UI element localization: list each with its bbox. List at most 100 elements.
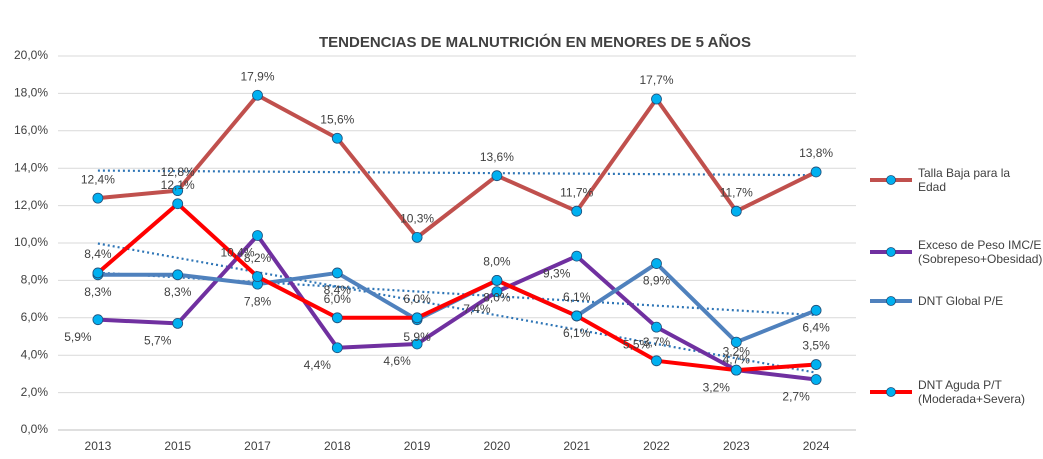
series-line (96, 201, 817, 373)
data-point (172, 269, 184, 281)
legend-label: Exceso de Peso IMC/E (Sobrepeso+Obesidad… (918, 238, 1043, 266)
series-line (97, 261, 817, 345)
data-label: 10,4% (220, 246, 254, 260)
y-tick-label: 4,0% (21, 347, 49, 361)
data-point (92, 192, 104, 204)
data-point (730, 364, 742, 376)
data-point (411, 231, 423, 243)
legend-item: Exceso de Peso IMC/E (Sobrepeso+Obesidad… (868, 238, 1043, 266)
data-point (92, 267, 104, 279)
data-label: 8,3% (84, 285, 112, 299)
y-tick-label: 18,0% (14, 86, 48, 100)
data-point (411, 312, 423, 324)
data-point (810, 359, 822, 370)
data-label: 7,8% (244, 294, 272, 308)
data-point (651, 321, 662, 333)
legend-item: DNT Aguda P/T (Moderada+Severa) (868, 378, 1040, 406)
legend-item: Talla Baja para la Edad (868, 166, 1040, 194)
data-label: 8,9% (643, 274, 671, 288)
data-point (491, 170, 503, 182)
data-label: 6,1% (563, 326, 591, 340)
legend-marker (886, 387, 896, 397)
legend-marker (886, 296, 896, 306)
data-point (730, 336, 742, 348)
data-point (92, 314, 104, 326)
legend-swatch (870, 247, 912, 257)
data-label: 5,9% (64, 330, 92, 344)
trend-line (97, 242, 817, 374)
data-label: 8,4% (324, 283, 352, 297)
data-label: 8,4% (84, 247, 112, 261)
data-point (651, 258, 662, 269)
data-label: 11,7% (560, 185, 593, 199)
y-tick-label: 16,0% (14, 123, 48, 137)
data-point (730, 205, 742, 217)
x-tick-label: 2020 (484, 439, 511, 453)
x-tick-label: 2019 (404, 439, 431, 453)
data-label: 5,9% (403, 330, 431, 344)
series-line (97, 233, 817, 382)
legend-marker (886, 175, 896, 185)
y-tick-label: 8,0% (21, 273, 49, 287)
legend-label: DNT Global P/E (918, 294, 1004, 308)
data-point (331, 267, 343, 279)
data-label: 7,4% (463, 302, 491, 316)
x-tick-label: 2015 (164, 439, 191, 453)
data-label: 12,8% (161, 165, 195, 179)
data-label: 13,8% (799, 146, 833, 160)
legend-swatch (870, 175, 912, 185)
data-point (331, 342, 343, 354)
data-label: 8,3% (164, 285, 192, 299)
data-point (810, 374, 822, 385)
data-point (172, 318, 184, 329)
data-label: 8,0% (483, 291, 511, 305)
data-label: 3,7% (643, 335, 671, 349)
data-label: 11,7% (720, 185, 753, 199)
data-label: 3,2% (723, 344, 751, 358)
data-point (252, 89, 263, 101)
x-tick-label: 2024 (803, 439, 830, 453)
x-tick-label: 2018 (324, 439, 351, 453)
data-point (571, 250, 583, 262)
data-label: 4,7% (723, 352, 751, 366)
data-label: 13,6% (480, 150, 514, 164)
data-label: 2,7% (782, 390, 810, 404)
data-point (252, 230, 263, 241)
data-label: 6,0% (324, 292, 352, 306)
data-label: 9,3% (543, 266, 571, 280)
data-point (651, 355, 662, 367)
x-tick-label: 2013 (85, 439, 112, 453)
data-label: 12,4% (81, 172, 115, 186)
data-point (331, 312, 343, 324)
data-label: 5,5% (623, 337, 651, 351)
data-label: 3,5% (802, 339, 830, 353)
y-tick-label: 2,0% (21, 385, 49, 399)
data-label: 6,1% (563, 290, 591, 304)
x-tick-label: 2023 (723, 439, 750, 453)
data-label: 12,1% (161, 178, 195, 192)
legend-label: Talla Baja para la Edad (918, 166, 1011, 194)
data-label: 8,2% (244, 251, 272, 265)
data-label: 4,6% (383, 354, 411, 368)
x-tick-label: 2017 (244, 439, 271, 453)
data-label: 17,7% (639, 73, 673, 87)
y-tick-label: 14,0% (14, 160, 48, 174)
series-line (97, 93, 817, 240)
data-point (252, 271, 263, 283)
y-tick-label: 10,0% (14, 235, 48, 249)
x-tick-label: 2022 (643, 439, 670, 453)
data-point (571, 205, 583, 217)
x-tick-label: 2021 (563, 439, 590, 453)
data-label: 10,3% (400, 212, 434, 226)
y-tick-label: 6,0% (21, 310, 49, 324)
y-tick-label: 20,0% (14, 48, 48, 62)
data-point (491, 274, 503, 286)
data-point (172, 185, 184, 197)
data-label: 8,0% (483, 255, 511, 269)
data-point (411, 338, 423, 350)
data-point (331, 132, 343, 144)
legend-swatch (870, 387, 912, 397)
data-label: 15,6% (320, 112, 354, 126)
data-label: 17,9% (240, 69, 274, 83)
